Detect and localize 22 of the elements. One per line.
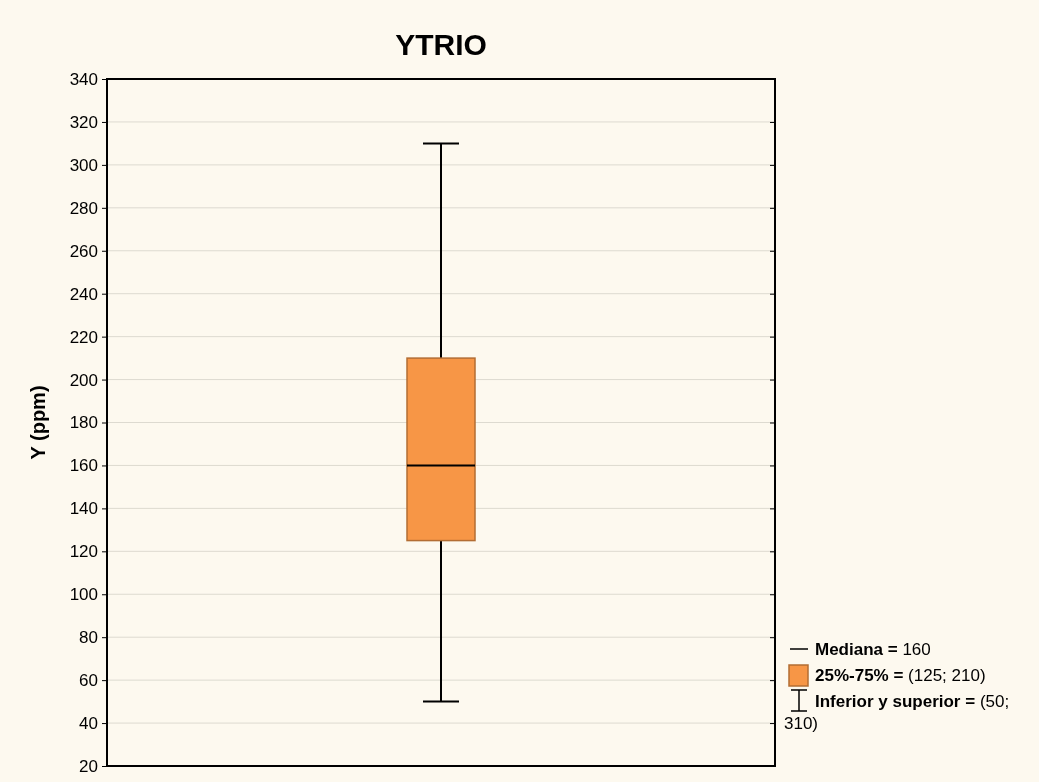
y-tick-label: 160 (69, 456, 98, 476)
text: Inferior y superior = (50; 310) (784, 692, 1010, 733)
y-tick-label: 260 (69, 241, 98, 261)
y-tick-label: 60 (79, 671, 98, 691)
text: Mediana = 160 (815, 640, 931, 659)
y-tick-label: 140 (69, 499, 98, 519)
y-tick-label: 100 (69, 585, 98, 605)
y-tick-label: 180 (69, 413, 98, 433)
y-tick-label: 40 (79, 714, 98, 733)
y-tick-label: 320 (69, 112, 98, 132)
y-tick-label: 280 (69, 198, 98, 218)
text: 25%-75% = (125; 210) (815, 666, 986, 685)
y-tick-label: 300 (69, 155, 98, 175)
y-tick-label: 120 (69, 542, 98, 562)
y-tick-label: 220 (69, 327, 98, 347)
y-tick-label: 200 (69, 370, 98, 390)
y-axis-title: Y (ppm) (27, 385, 49, 460)
y-tick-label: 80 (79, 628, 98, 648)
y-tick-label: 340 (69, 69, 98, 89)
y-tick-label: 20 (79, 756, 98, 776)
chart-title: YTRIO (395, 28, 487, 61)
y-tick-label: 240 (69, 284, 98, 304)
